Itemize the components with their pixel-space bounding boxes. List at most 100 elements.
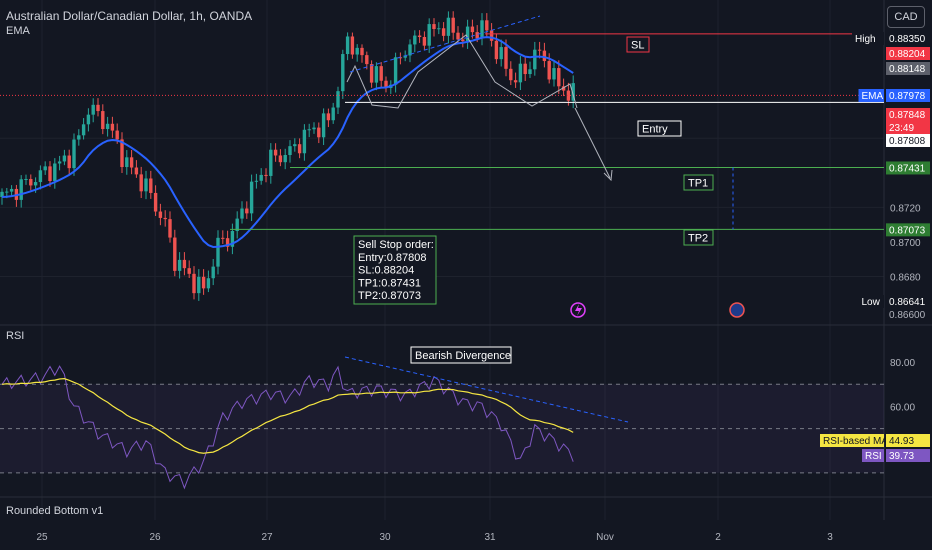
price-tag-gray: 0.88148 — [889, 64, 926, 75]
candle-body — [206, 278, 211, 289]
price-tag-label: Low — [862, 297, 881, 308]
price-tag-ema: 0.87978 — [889, 91, 926, 102]
candle-body — [321, 113, 326, 138]
rsi-divergence-line — [344, 356, 629, 423]
candle-body — [504, 47, 508, 69]
candle-body — [33, 182, 38, 186]
candle-body — [451, 17, 455, 33]
price-tag-box — [886, 32, 930, 45]
time-axis-tick: 25 — [36, 532, 48, 543]
candle-body — [465, 26, 470, 42]
lightning-icon-glyph — [575, 304, 582, 316]
currency-button[interactable]: CAD — [887, 6, 925, 28]
candle-body — [129, 157, 134, 168]
candle-body — [350, 36, 355, 55]
price-tag-box — [886, 89, 930, 102]
candle-body — [302, 129, 307, 154]
candle-body — [427, 24, 431, 46]
candle-body — [513, 80, 518, 83]
candle-body — [38, 170, 43, 183]
price-axis-tick: 0.8720 — [890, 203, 921, 214]
lightning-icon[interactable] — [570, 302, 586, 318]
candle-body — [571, 83, 575, 101]
candle-body — [317, 127, 321, 138]
candle-body — [326, 113, 331, 121]
candle-body — [485, 20, 489, 31]
candle-body — [240, 208, 244, 219]
candle-body — [269, 149, 273, 176]
take-profit-2-label-box — [683, 229, 714, 246]
price-tag-high: 0.88350 — [889, 34, 926, 45]
candle-body — [43, 166, 47, 171]
time-axis-tick: 2 — [715, 532, 721, 543]
candle-body — [48, 166, 52, 182]
candle-body — [509, 68, 513, 81]
candle-body — [288, 146, 292, 155]
rsi-indicator-label[interactable]: RSI — [6, 330, 25, 342]
candle-body — [96, 104, 100, 112]
candle-body — [384, 80, 388, 88]
rsi-ma-value-box — [886, 434, 930, 447]
time-axis-tick: 3 — [827, 532, 833, 543]
candle-body — [379, 66, 383, 81]
price-tag-box — [886, 62, 930, 75]
time-axis-tick: Nov — [596, 532, 614, 543]
double-top-pattern-line — [346, 34, 578, 109]
australia-flag-icon[interactable] — [729, 302, 745, 318]
order-info-box — [353, 235, 437, 305]
candle-body — [254, 180, 259, 182]
rsi-ma-line — [1, 378, 574, 454]
candle-body — [67, 155, 71, 169]
candle-body — [197, 276, 201, 294]
candle-body — [105, 123, 110, 130]
candle-body — [134, 167, 139, 175]
price-tag-last: 0.87848 — [889, 110, 926, 121]
price-tag-low: 0.86641 — [889, 297, 926, 308]
candle-body — [5, 191, 9, 193]
rsi-ma-tag-label: RSI-based MA — [823, 436, 888, 447]
bearish-divergence-box — [410, 346, 512, 364]
candle-body — [149, 178, 153, 193]
candle-body — [432, 24, 436, 29]
candle-body — [115, 130, 119, 140]
candle-body — [528, 69, 532, 75]
candle-body — [163, 217, 167, 220]
candle-body — [331, 107, 335, 121]
rounded-bottom-indicator-label[interactable]: Rounded Bottom v1 — [6, 505, 104, 517]
candle-body — [547, 61, 551, 80]
candle-body — [408, 44, 412, 56]
candle-body — [446, 17, 451, 36]
ema-indicator-label[interactable]: EMA — [6, 25, 30, 37]
candle-body — [110, 123, 115, 131]
price-tag-box — [886, 47, 930, 60]
order-info-line: TP2:0.87073 — [358, 290, 421, 302]
candle-body — [374, 66, 379, 83]
candle-body — [9, 188, 14, 192]
candle-body — [437, 28, 441, 30]
candle-body — [293, 144, 297, 147]
candle-body — [369, 64, 374, 83]
price-tag-box — [886, 108, 930, 121]
candle-body — [182, 259, 187, 269]
candle-body — [221, 237, 225, 239]
time-axis-tick: 30 — [379, 532, 391, 543]
rsi-ma-tag-box — [820, 434, 884, 447]
candle-body — [523, 63, 527, 75]
candle-body — [360, 47, 364, 56]
candle-body — [494, 40, 499, 60]
candle-body — [53, 163, 57, 182]
candle-body — [518, 63, 523, 83]
candle-body — [120, 139, 124, 168]
entry-label-box — [637, 120, 682, 137]
candle-body — [81, 124, 86, 136]
take-profit-1-label-box — [683, 174, 714, 191]
candle-body — [475, 32, 479, 39]
candle-body — [552, 68, 556, 80]
candle-body — [235, 218, 239, 232]
stop-loss-label: SL — [631, 40, 644, 52]
price-tag-timer: 23:49 — [889, 123, 914, 134]
price-axis-tick: 0.8700 — [890, 238, 921, 249]
candle-body — [561, 86, 566, 91]
take-profit-1-label: TP1 — [688, 178, 708, 190]
